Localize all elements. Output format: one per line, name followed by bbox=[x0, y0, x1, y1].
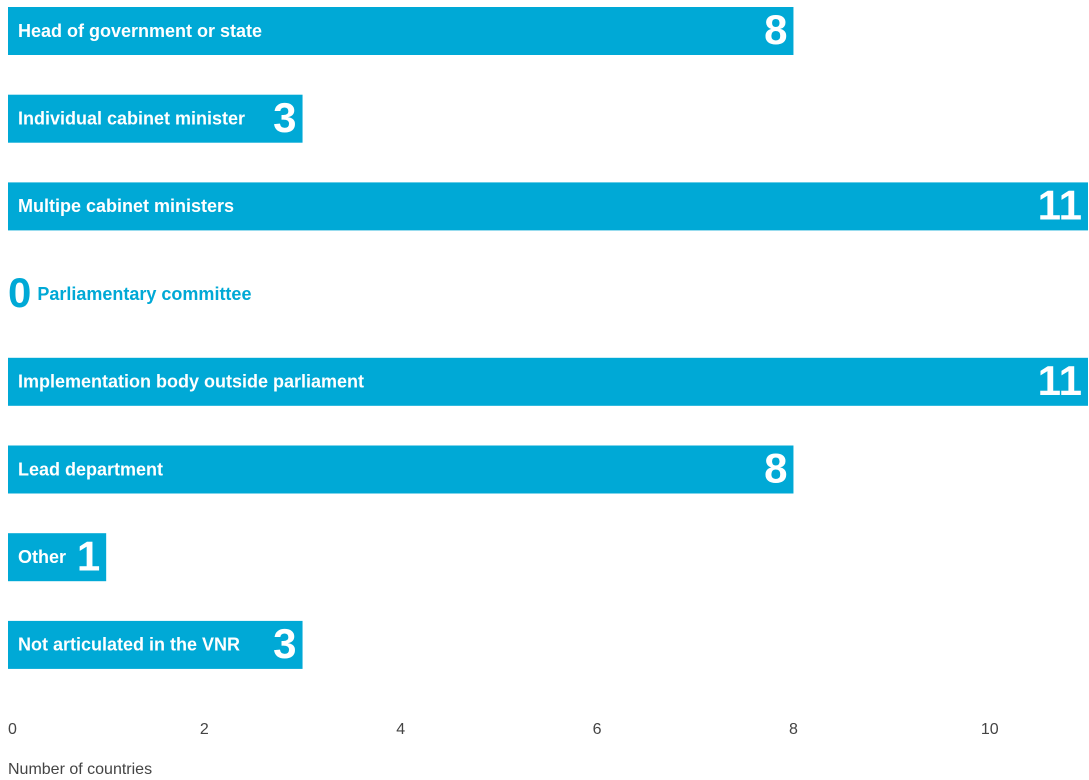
bar-label: Implementation body outside parliament bbox=[18, 372, 364, 392]
value-label: 8 bbox=[764, 445, 787, 492]
bar bbox=[8, 7, 794, 55]
bar-label: Head of government or state bbox=[18, 21, 262, 41]
value-label: 1 bbox=[77, 532, 100, 579]
bar-label: Lead department bbox=[18, 459, 163, 479]
x-tick-label: 8 bbox=[789, 721, 798, 738]
bar bbox=[8, 445, 794, 494]
value-label: 0 bbox=[8, 269, 31, 316]
value-label: 11 bbox=[1038, 181, 1082, 228]
bar-label: Other bbox=[18, 547, 66, 567]
value-label: 8 bbox=[764, 6, 787, 53]
x-tick-label: 4 bbox=[396, 721, 405, 738]
bar-label: Not articulated in the VNR bbox=[18, 635, 240, 655]
bar-label: Parliamentary committee bbox=[37, 284, 251, 304]
x-tick-label: 6 bbox=[593, 721, 602, 738]
bar-label: Individual cabinet minister bbox=[18, 108, 245, 128]
x-tick-label: 10 bbox=[981, 721, 999, 738]
x-tick-label: 2 bbox=[200, 721, 209, 738]
bar bbox=[8, 357, 1088, 406]
bar bbox=[8, 533, 107, 582]
x-axis-label: Number of countries bbox=[8, 761, 152, 778]
bar bbox=[8, 182, 1088, 231]
bar bbox=[8, 94, 303, 143]
value-label: 3 bbox=[273, 94, 296, 141]
bar-label: Multipe cabinet ministers bbox=[18, 196, 234, 216]
value-label: 11 bbox=[1038, 357, 1082, 404]
bar bbox=[8, 620, 303, 669]
x-tick-label: 0 bbox=[8, 721, 17, 738]
value-label: 3 bbox=[273, 620, 296, 667]
